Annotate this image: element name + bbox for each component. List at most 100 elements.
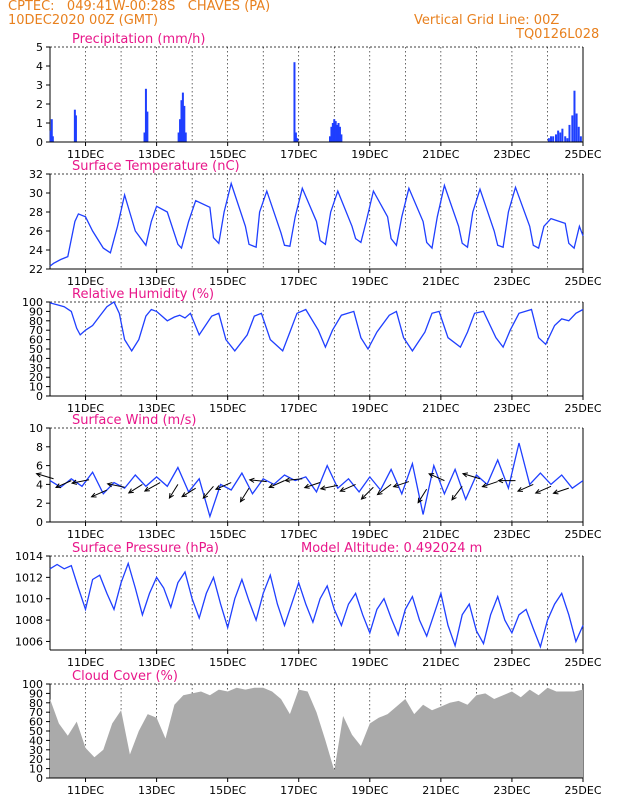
precip-bar <box>180 100 183 142</box>
precip-y-tick-label: 0 <box>36 136 43 149</box>
temp-y-tick-label: 24 <box>29 244 43 257</box>
cloud-x-tick-label: 25DEC <box>564 784 601 797</box>
precip-y-tick-label: 1 <box>36 117 43 130</box>
pressure-x-tick-label: 13DEC <box>138 656 175 669</box>
wind-arrow-head <box>202 493 209 500</box>
precip-bar <box>74 115 77 142</box>
wind-arrow <box>417 488 428 503</box>
rh-y-tick-label: 40 <box>29 352 43 365</box>
wind-arrow-head <box>143 486 150 492</box>
wind-arrow-head <box>428 473 435 478</box>
precip-bar <box>577 126 580 142</box>
wind-arrow-head <box>451 494 457 501</box>
cloud-y-tick-label: 50 <box>29 725 43 738</box>
wind-arrow <box>340 483 356 492</box>
precip-bar <box>184 132 187 142</box>
temp-line <box>49 181 584 267</box>
wind-y-tick-label: 10 <box>29 422 43 435</box>
precip-bar <box>294 132 297 142</box>
temp-x-tick-label: 21DEC <box>422 275 459 288</box>
precip-bar <box>329 136 332 142</box>
rh-y-tick-label: 10 <box>29 381 43 394</box>
wind-arrow <box>181 487 196 498</box>
wind-arrow <box>320 484 338 490</box>
wind-x-tick-label: 25DEC <box>564 528 601 541</box>
rh-title: Relative Humidity (%) <box>72 287 214 302</box>
cloud-y-tick-label: 0 <box>36 772 43 785</box>
wind-arrow-head <box>319 485 326 491</box>
wind-arrow-head <box>106 482 113 488</box>
wind-line <box>49 442 584 519</box>
pressure-x-tick-label: 19DEC <box>351 656 388 669</box>
rh-y-tick-label: 70 <box>29 324 43 337</box>
cloud-x-tick-label: 13DEC <box>138 784 175 797</box>
precip-y-tick-label: 2 <box>36 98 43 111</box>
wind-arrow-head <box>339 487 346 492</box>
precip-bar <box>554 134 557 142</box>
wind-arrow <box>428 473 445 482</box>
rh-x-tick-label: 17DEC <box>280 402 317 415</box>
cloud-x-tick-label: 11DEC <box>67 784 104 797</box>
wind-arrow-head <box>268 483 275 489</box>
precip-bar <box>293 62 296 143</box>
precip-bar <box>561 128 564 142</box>
wind-y-tick-label: 2 <box>36 497 43 510</box>
wind-arrow <box>202 485 214 499</box>
precip-bar <box>144 88 147 142</box>
wind-arrow-head <box>303 483 310 489</box>
temp-x-tick-label: 23DEC <box>493 275 530 288</box>
precip-bar <box>73 109 76 142</box>
cloud-x-tick-label: 15DEC <box>209 784 246 797</box>
wind-arrow <box>285 478 303 481</box>
wind-arrow-head <box>481 482 488 488</box>
temp-y-tick-label: 22 <box>29 263 43 276</box>
rh-x-tick-label: 23DEC <box>493 402 530 415</box>
wind-arrow <box>304 482 321 489</box>
wind-arrow-head <box>248 477 255 483</box>
precip-bar <box>296 138 299 142</box>
precip-bar <box>181 92 184 142</box>
wind-arrow <box>71 479 90 484</box>
precip-bar <box>550 136 553 142</box>
precip-bar <box>331 123 334 142</box>
pressure-y-tick-label: 1006 <box>15 635 43 648</box>
precip-y-tick-label: 4 <box>36 60 43 73</box>
rh-x-tick-label: 19DEC <box>351 402 388 415</box>
pressure-annotation: Model Altitude: 0.492024 m <box>301 541 482 556</box>
precip-bar <box>557 130 560 142</box>
wind-x-tick-label: 21DEC <box>422 528 459 541</box>
temp-y-tick-label: 28 <box>29 206 43 219</box>
precip-bar <box>146 111 149 142</box>
pressure-x-tick-label: 25DEC <box>564 656 601 669</box>
precip-bar <box>571 115 574 142</box>
precip-x-tick-label: 13DEC <box>138 148 175 161</box>
wind-x-tick-label: 11DEC <box>67 528 104 541</box>
precip-x-tick-label: 11DEC <box>67 148 104 161</box>
temp-y-tick-label: 32 <box>29 168 43 181</box>
wind-arrow-head <box>54 483 62 489</box>
wind-x-tick-label: 15DEC <box>209 528 246 541</box>
rh-y-tick-label: 100 <box>22 296 43 309</box>
rh-x-tick-label: 13DEC <box>138 402 175 415</box>
wind-arrow <box>91 489 108 498</box>
cloud-area <box>50 687 583 778</box>
pressure-x-tick-label: 15DEC <box>209 656 246 669</box>
rh-x-tick-label: 11DEC <box>67 402 104 415</box>
wind-arrow <box>168 484 179 499</box>
precip-x-tick-label: 15DEC <box>209 148 246 161</box>
pressure-y-tick-label: 1008 <box>15 614 43 627</box>
precip-bar <box>566 138 569 142</box>
wind-arrow-head <box>181 492 188 498</box>
cloud-y-tick-label: 30 <box>29 744 43 757</box>
temp-y-tick-label: 26 <box>29 225 43 238</box>
precip-title: Precipitation (mm/h) <box>72 32 205 47</box>
precip-bar <box>340 134 343 142</box>
precip-x-tick-label: 23DEC <box>493 148 530 161</box>
wind-y-tick-label: 8 <box>36 441 43 454</box>
precip-bar <box>183 105 186 142</box>
wind-arrow <box>393 481 410 488</box>
temp-x-tick-label: 13DEC <box>138 275 175 288</box>
cloud-x-tick-label: 17DEC <box>280 784 317 797</box>
temp-x-tick-label: 25DEC <box>564 275 601 288</box>
rh-x-tick-label: 21DEC <box>422 402 459 415</box>
